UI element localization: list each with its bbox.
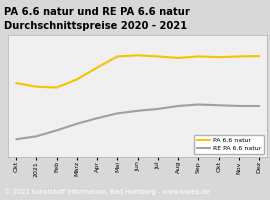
Text: © 2021 Kunststoff Information, Bad Homburg - www.kiweb.de: © 2021 Kunststoff Information, Bad Hombu…	[4, 188, 210, 195]
Legend: PA 6.6 natur, RE PA 6.6 natur: PA 6.6 natur, RE PA 6.6 natur	[194, 135, 264, 154]
Text: PA 6.6 natur und RE PA 6.6 natur: PA 6.6 natur und RE PA 6.6 natur	[4, 7, 190, 17]
Text: Durchschnittspreise 2020 - 2021: Durchschnittspreise 2020 - 2021	[4, 21, 187, 31]
